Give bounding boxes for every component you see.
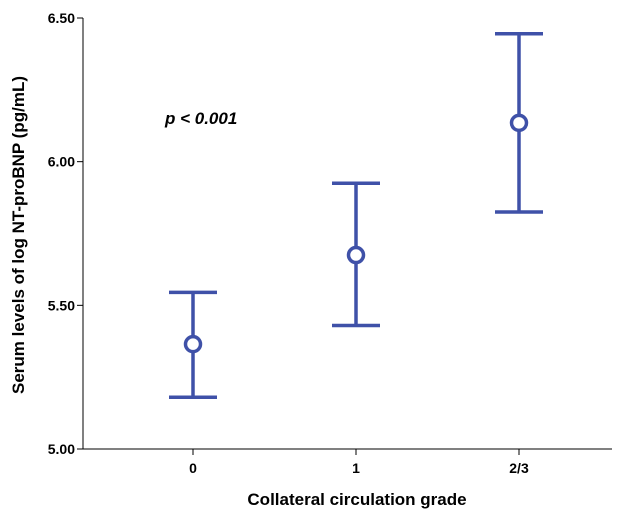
axes <box>82 18 612 450</box>
y-tick-label: 5.50 <box>48 297 75 313</box>
p-value-annotation: p < 0.001 <box>164 109 237 128</box>
y-ticks: 5.00 5.50 6.00 6.50 <box>48 10 83 457</box>
y-tick-label: 5.00 <box>48 441 75 457</box>
x-tick-label: 0 <box>189 460 197 476</box>
error-bar-group <box>332 181 380 328</box>
y-tick-label: 6.00 <box>48 154 75 170</box>
error-bar-group <box>169 290 217 400</box>
error-bars <box>169 32 543 400</box>
mean-marker <box>183 334 203 354</box>
mean-marker <box>346 245 366 265</box>
x-axis-title: Collateral circulation grade <box>247 490 466 509</box>
x-ticks: 0 1 2/3 <box>189 449 529 476</box>
mean-marker <box>509 113 529 133</box>
error-bar-group <box>495 32 543 214</box>
y-axis-title: Serum levels of log NT-proBNP (pg/mL) <box>9 76 28 394</box>
x-tick-label: 2/3 <box>509 460 529 476</box>
x-tick-label: 1 <box>352 460 360 476</box>
y-tick-label: 6.50 <box>48 10 75 26</box>
